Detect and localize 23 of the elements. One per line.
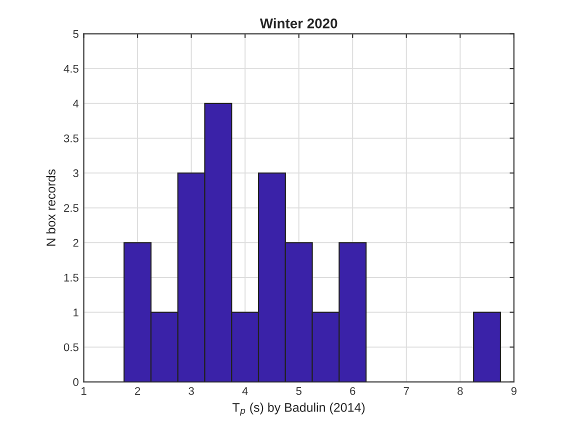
x-tick-label: 4	[242, 387, 248, 395]
x-tick-label: 5	[296, 387, 302, 395]
y-tick-label: 4	[72, 100, 79, 108]
y-tick-label: 2	[73, 238, 78, 247]
y-tick-label: 2.5	[64, 204, 78, 212]
x-tick-label: 9	[511, 387, 516, 395]
y-tick-label: 5	[73, 30, 78, 38]
y-tick-label: 0	[73, 378, 78, 386]
x-tick-label: 8	[458, 387, 463, 395]
x-tick-label: 7	[404, 387, 409, 395]
x-tick-label: 1	[82, 387, 86, 395]
y-tick-label: 3.5	[64, 134, 78, 142]
x-tick-label: 2	[135, 387, 140, 395]
x-tick-label: 6	[350, 387, 356, 395]
y-tick-label: 3	[73, 169, 78, 178]
y-axis-title: N box records	[46, 169, 56, 246]
x-axis-title: T$_{p}$ (s) by Badulin (2014)	[232, 402, 365, 416]
y-tick-label: 1	[74, 308, 78, 316]
x-tick-label: 3	[188, 387, 194, 395]
chart-title: Winter 2020	[260, 18, 338, 28]
y-tick-label: 0.5	[64, 343, 78, 352]
y-tick-label: 4.5	[64, 64, 78, 73]
y-tick-label: 1.5	[64, 274, 78, 282]
